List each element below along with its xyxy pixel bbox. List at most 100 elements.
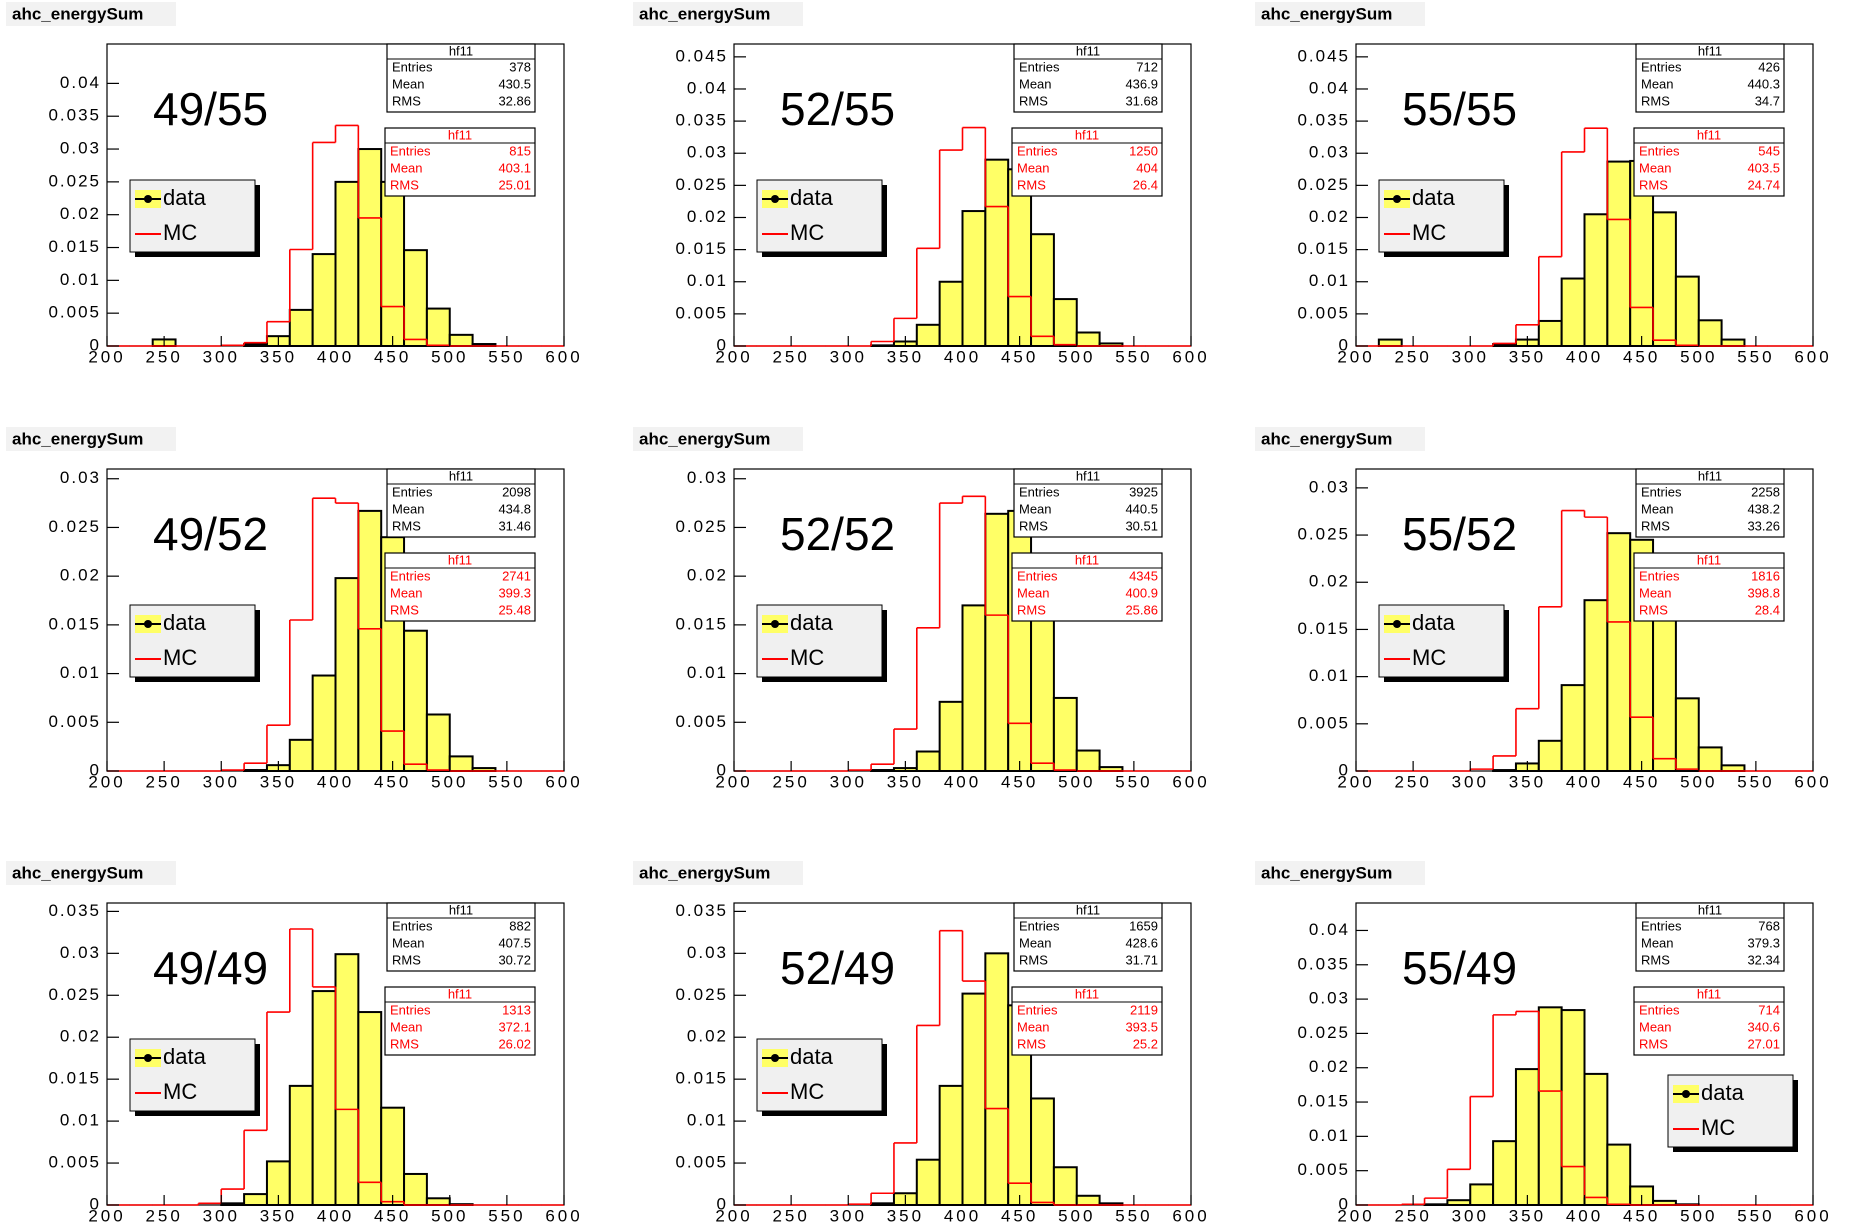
stats-value: 379.3 <box>1747 935 1780 950</box>
x-tick-label: 400 <box>944 1206 981 1222</box>
stats-title: hf11 <box>1697 127 1721 142</box>
stats-field: RMS <box>1017 177 1046 192</box>
x-tick-label: 350 <box>260 347 297 366</box>
y-tick-label: 0.02 <box>1309 572 1350 591</box>
stats-field: Entries <box>1017 143 1058 158</box>
x-tick-label: 450 <box>1001 347 1038 366</box>
y-tick-label: 0.015 <box>48 614 101 633</box>
x-tick-label: 200 <box>88 347 125 366</box>
stats-box <box>384 127 536 197</box>
panel-label: 49/52 <box>153 508 268 560</box>
stats-field: Mean <box>1019 76 1052 91</box>
stats-title: hf11 <box>1076 43 1100 58</box>
data-bin <box>334 577 360 772</box>
data-bin <box>288 738 314 772</box>
stats-value: 28.4 <box>1755 602 1780 617</box>
data-bin <box>1583 1072 1609 1206</box>
x-tick-label: 300 <box>1452 772 1489 791</box>
x-tick-label: 450 <box>1001 772 1038 791</box>
stats-box <box>384 552 536 622</box>
y-tick-label: 0.025 <box>1297 525 1350 544</box>
stats-field: Mean <box>1017 160 1050 175</box>
x-tick-label: 450 <box>1623 1206 1660 1222</box>
x-tick-label: 250 <box>772 1206 809 1222</box>
y-tick-label: 0 <box>717 335 728 354</box>
y-tick-label: 0.01 <box>687 1111 728 1130</box>
y-tick-label: 0.03 <box>60 139 101 158</box>
y-tick-label: 0.045 <box>1297 46 1350 65</box>
x-tick-label: 300 <box>1452 1206 1489 1222</box>
legend-label: data <box>1701 1080 1745 1105</box>
stats-title: hf11 <box>1075 127 1099 142</box>
stats-value: 32.34 <box>1747 952 1780 967</box>
stats-value: 1250 <box>1129 143 1158 158</box>
stats-field: RMS <box>1019 952 1048 967</box>
data-bin <box>1583 599 1609 773</box>
y-tick-label: 0 <box>1339 1194 1350 1213</box>
data-bin <box>380 180 406 347</box>
data-bin <box>915 323 941 348</box>
panel-title: ahc_energySum <box>12 429 143 448</box>
panel-label: 55/55 <box>1402 83 1517 135</box>
x-tick-label: 550 <box>1115 772 1152 791</box>
y-tick-label: 0.015 <box>48 237 101 256</box>
y-tick-label: 0.01 <box>687 663 728 682</box>
stats-title: hf11 <box>448 552 472 567</box>
data-bin <box>1560 277 1586 348</box>
data-bin <box>1537 1006 1563 1206</box>
legend-marker <box>771 195 779 203</box>
legend-label: data <box>163 185 207 210</box>
y-tick-label: 0.04 <box>60 73 101 92</box>
x-tick-label: 350 <box>1509 347 1546 366</box>
data-bin <box>288 308 314 347</box>
stats-field: RMS <box>1641 518 1670 533</box>
x-tick-label: 550 <box>1737 772 1774 791</box>
stats-field: Entries <box>1019 484 1060 499</box>
stats-value: 434.8 <box>498 501 531 516</box>
x-tick-label: 400 <box>317 1206 354 1222</box>
y-tick-label: 0.025 <box>675 175 728 194</box>
x-tick-label: 500 <box>1058 347 1095 366</box>
panel-title: ahc_energySum <box>12 863 143 882</box>
x-tick-label: 450 <box>1623 347 1660 366</box>
stats-title: hf11 <box>1698 468 1722 483</box>
panel: ahc_energySum 0 0.005 0.01 0.015 0.02 0.025 0.0… <box>6 427 580 791</box>
stats-value: 815 <box>509 143 531 158</box>
stats-value: 4345 <box>1129 568 1158 583</box>
x-tick-label: 600 <box>1172 772 1209 791</box>
stats-box <box>1011 127 1163 197</box>
title-tab <box>1255 427 1425 451</box>
stats-field: Entries <box>1017 568 1058 583</box>
y-tick-label: 0.035 <box>675 901 728 920</box>
data-bin <box>938 280 964 348</box>
y-tick-label: 0.02 <box>1309 1057 1350 1076</box>
y-tick-label: 0.03 <box>60 943 101 962</box>
stats-title: hf11 <box>1697 552 1721 567</box>
legend-label: data <box>163 1044 207 1069</box>
x-tick-label: 550 <box>1737 1206 1774 1222</box>
stats-value: 33.26 <box>1747 518 1780 533</box>
stats-box <box>1013 902 1163 972</box>
x-tick-label: 250 <box>1394 347 1431 366</box>
data-bin <box>311 253 337 347</box>
data-bin <box>425 307 451 347</box>
stats-value: 32.86 <box>498 93 531 108</box>
stats-field: RMS <box>1017 1036 1046 1051</box>
title-tab <box>633 427 803 451</box>
stats-value: 378 <box>509 59 531 74</box>
data-bin <box>1052 696 1078 772</box>
panel-label: 55/52 <box>1402 508 1517 560</box>
stats-field: Mean <box>1639 160 1672 175</box>
data-bin <box>220 1202 246 1207</box>
y-tick-label: 0.01 <box>60 270 101 289</box>
data-bin <box>1652 211 1677 347</box>
stats-field: Entries <box>392 918 433 933</box>
stats-value: 438.2 <box>1747 501 1780 516</box>
x-tick-label: 250 <box>1394 1206 1431 1222</box>
stats-field: Mean <box>1017 1019 1050 1034</box>
title-tab <box>6 427 176 451</box>
x-tick-label: 300 <box>203 772 240 791</box>
data-bin <box>1030 233 1055 347</box>
data-bin <box>1606 160 1632 347</box>
x-tick-label: 450 <box>1001 1206 1038 1222</box>
